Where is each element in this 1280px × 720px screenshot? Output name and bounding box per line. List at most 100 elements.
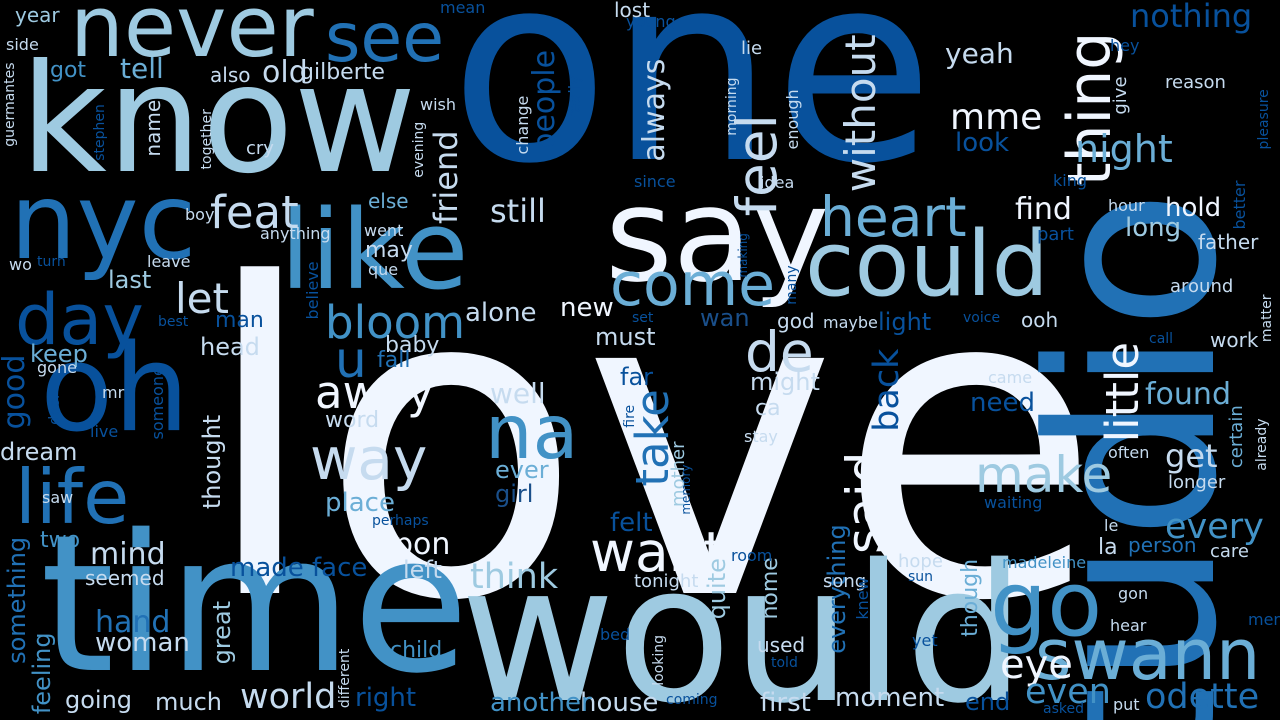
word-making: making xyxy=(736,233,750,278)
word-feat: feat xyxy=(210,186,299,239)
word-de: de xyxy=(745,320,814,384)
word-nothing: nothing xyxy=(1130,0,1253,35)
word-certain: certain xyxy=(1226,405,1247,469)
word-bed: bed xyxy=(600,625,631,644)
word-one: one xyxy=(450,0,934,221)
word-sun: sun xyxy=(908,569,934,585)
word-nyc: nyc xyxy=(10,161,197,283)
word-keep: keep xyxy=(30,340,88,368)
word-think: think xyxy=(470,557,559,597)
word-look: look xyxy=(955,128,1010,158)
word-home: home xyxy=(758,557,783,620)
word-put: put xyxy=(1113,695,1140,714)
word-le: le xyxy=(1104,516,1119,535)
word-hold: hold xyxy=(1165,193,1222,223)
word-know: know xyxy=(20,33,417,207)
word-went: went xyxy=(364,221,404,240)
word-tonight: tonight xyxy=(634,571,699,592)
word-still: still xyxy=(490,192,546,230)
word-great: great xyxy=(208,600,236,665)
word-found: found xyxy=(1145,377,1231,412)
word-seemed: seemed xyxy=(85,566,165,590)
word-someone: someone xyxy=(148,366,167,440)
word-house: house xyxy=(580,688,659,718)
word-every: every xyxy=(1165,507,1264,547)
word-little: little xyxy=(1096,341,1149,443)
word-together: together xyxy=(199,109,215,170)
word-world: world xyxy=(240,677,337,717)
word-morning: morning xyxy=(724,77,740,136)
word-leave: leave xyxy=(147,252,191,271)
word-right: right xyxy=(355,683,417,713)
word-get: get xyxy=(1165,437,1218,475)
word-cry: cry xyxy=(246,138,274,159)
word-day: day xyxy=(15,279,144,361)
word-man: man xyxy=(215,308,264,333)
word-even: even xyxy=(1025,672,1111,712)
word-make: make xyxy=(975,446,1113,504)
word-year: year xyxy=(15,3,60,27)
word-voice: voice xyxy=(963,310,1001,326)
word-moment: moment xyxy=(835,683,945,713)
word-coming: coming xyxy=(666,692,718,708)
word-something: something xyxy=(3,536,31,664)
word-door: door xyxy=(47,392,63,425)
word-girl: girl xyxy=(495,480,534,508)
word-que: que xyxy=(368,260,399,279)
word-song: song xyxy=(823,571,867,592)
word-place: place xyxy=(325,488,395,518)
word-matter: matter xyxy=(1259,294,1275,343)
word-mean: mean xyxy=(440,0,486,17)
word-need: need xyxy=(970,388,1035,418)
word-longer: longer xyxy=(1168,472,1226,493)
word-might: might xyxy=(750,368,820,396)
word-quite: quite xyxy=(703,558,731,620)
word-may: may xyxy=(365,238,413,263)
word-idea: idea xyxy=(760,173,795,192)
word-part: part xyxy=(1037,224,1074,245)
word-without: without xyxy=(836,34,885,193)
word-gilberte: gilberte xyxy=(300,60,385,85)
word-yet: yet xyxy=(912,631,938,650)
word-long: long xyxy=(1125,213,1182,243)
word-thought: thought xyxy=(198,414,226,510)
word-would: would xyxy=(460,524,1026,720)
word-away: away xyxy=(315,366,434,419)
word-end: end xyxy=(965,688,1011,716)
word-back: back xyxy=(867,348,907,432)
word-let: let xyxy=(175,274,229,323)
word-ever: ever xyxy=(495,456,549,484)
word-feeling: feeling xyxy=(28,632,56,715)
word-guermantes: guermantes xyxy=(2,62,18,147)
word-word: word xyxy=(325,408,380,433)
word-saw: saw xyxy=(42,488,74,507)
word-life: life xyxy=(15,453,130,541)
word-upon: upon xyxy=(375,527,451,562)
word-mr: mr xyxy=(102,383,125,402)
word-turn: turn xyxy=(37,254,66,270)
word-felt: felt xyxy=(610,508,653,538)
word-good: good xyxy=(0,354,32,430)
word-set: set xyxy=(632,310,654,326)
word-got: got xyxy=(50,58,87,83)
word-could: could xyxy=(805,212,1049,317)
word-way: way xyxy=(310,425,428,493)
word-new: new xyxy=(560,293,614,323)
word-reason: reason xyxy=(1165,72,1226,93)
word-maybe: maybe xyxy=(823,313,878,332)
word-old: old xyxy=(262,55,308,90)
word-god: god xyxy=(777,309,815,333)
word-dream: dream xyxy=(0,438,78,466)
word-hour: hour xyxy=(1108,196,1145,215)
word-though: though xyxy=(958,558,983,637)
word-hand: hand xyxy=(95,605,171,640)
word-perhaps: perhaps xyxy=(372,513,429,529)
word-call: call xyxy=(1149,331,1174,347)
word-around: around xyxy=(1170,276,1234,297)
word-woman: woman xyxy=(95,628,190,658)
word-time: time xyxy=(40,494,470,715)
word-ooh: ooh xyxy=(1021,308,1059,332)
word-friend: friend xyxy=(427,130,465,225)
word-change: change xyxy=(513,95,532,155)
word-king: king xyxy=(1053,171,1088,190)
